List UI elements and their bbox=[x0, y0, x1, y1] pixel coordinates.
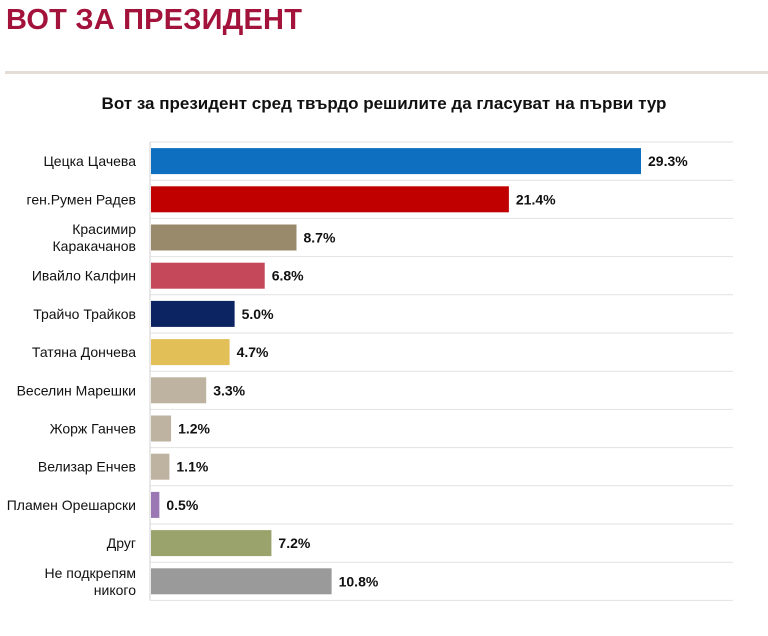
page-title: ВОТ ЗА ПРЕЗИДЕНТ bbox=[6, 4, 303, 36]
data-label: 4.7% bbox=[237, 344, 269, 360]
bar bbox=[151, 186, 509, 213]
chart-title: Вот за президент сред твърдо решилите да… bbox=[101, 94, 667, 113]
category-label: Велизар Енчев bbox=[38, 459, 136, 475]
data-label: 6.8% bbox=[272, 268, 304, 284]
category-labels: Цецка Цачева ген.Румен Радев Красимир Карак… bbox=[7, 153, 136, 598]
category-label: Красимир Каракачанов bbox=[53, 221, 137, 254]
data-label: 7.2% bbox=[278, 535, 310, 551]
category-label: Друг bbox=[107, 535, 136, 551]
title-divider bbox=[5, 71, 768, 74]
bar bbox=[151, 453, 170, 480]
bar bbox=[151, 300, 235, 327]
bar bbox=[151, 377, 207, 404]
chart-bars bbox=[151, 148, 641, 595]
bar bbox=[151, 339, 230, 366]
category-label: Веселин Марешки bbox=[17, 382, 136, 398]
chart-grid bbox=[149, 141, 733, 601]
category-label: Ивайло Калфин bbox=[32, 268, 136, 284]
bar bbox=[151, 224, 297, 251]
category-label: Цецка Цачева bbox=[43, 153, 136, 169]
category-label: Жорж Ганчев bbox=[50, 421, 136, 437]
category-label: Не подкрепям никого bbox=[45, 565, 137, 598]
bar bbox=[151, 148, 641, 175]
bar bbox=[151, 415, 172, 442]
category-label: Трайчо Трайков bbox=[33, 306, 136, 322]
bar bbox=[151, 530, 272, 557]
bar bbox=[151, 262, 265, 289]
data-label: 0.5% bbox=[166, 497, 198, 513]
data-label: 8.7% bbox=[303, 230, 335, 246]
data-label: 21.4% bbox=[516, 191, 556, 207]
category-label: Пламен Орешарски bbox=[7, 497, 136, 513]
category-label: ген.Румен Радев bbox=[27, 191, 136, 207]
bar bbox=[151, 568, 332, 595]
data-label: 1.1% bbox=[176, 459, 208, 475]
value-labels: 29.3% 21.4% 8.7% 6.8% 5.0% 4.7% 3.3% 1.2% 1.1% 0.… bbox=[166, 153, 688, 589]
category-label: Татяна Дончева bbox=[32, 344, 136, 360]
data-label: 5.0% bbox=[242, 306, 274, 322]
data-label: 1.2% bbox=[178, 421, 210, 437]
data-label: 3.3% bbox=[213, 382, 245, 398]
data-label: 29.3% bbox=[648, 153, 688, 169]
bar bbox=[151, 491, 160, 518]
data-label: 10.8% bbox=[339, 573, 379, 589]
